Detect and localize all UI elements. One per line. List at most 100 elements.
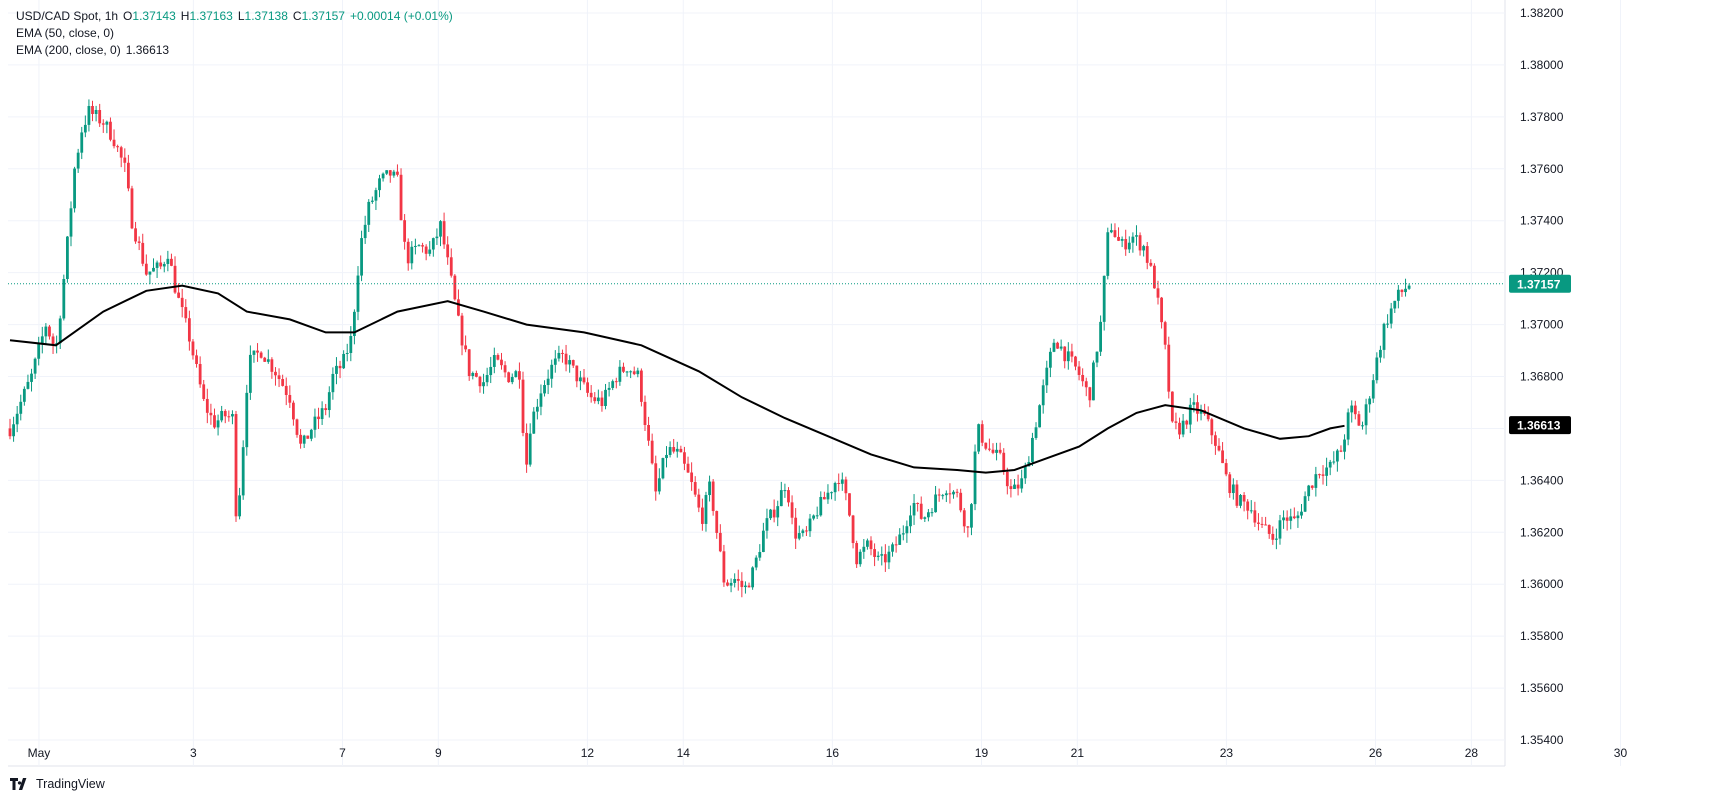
close-value: 1.37157 — [301, 9, 345, 23]
low-value: 1.37138 — [244, 9, 288, 23]
time-tick-label: 3 — [190, 746, 197, 760]
candle-body — [805, 530, 808, 532]
candle-body — [198, 363, 202, 385]
candle-body — [679, 448, 683, 453]
candle-body — [923, 517, 927, 519]
candle-body — [76, 152, 80, 169]
candle-body — [288, 394, 292, 403]
candle-body — [991, 449, 995, 453]
candle-body — [636, 370, 640, 375]
candle-body — [776, 506, 780, 518]
candle-body — [837, 482, 841, 484]
candle-body — [718, 532, 722, 552]
ema50-row[interactable]: EMA (50, close, 0) — [16, 25, 453, 42]
candle-body — [1099, 321, 1102, 352]
candle-body — [883, 554, 887, 563]
price-tick-label: 1.36000 — [1520, 577, 1564, 591]
candle-body — [159, 262, 163, 267]
candle-body — [378, 178, 381, 191]
candle-body — [822, 496, 826, 500]
candle-body — [962, 510, 966, 527]
candle-body — [353, 311, 356, 337]
candle-body — [1242, 495, 1246, 502]
candle-body — [980, 424, 984, 443]
candle-body — [977, 424, 981, 452]
candle-body — [1314, 474, 1318, 488]
candle-body — [1124, 239, 1128, 250]
candle-body — [1407, 285, 1411, 289]
candle-body — [474, 372, 478, 377]
candle-body — [632, 371, 636, 375]
candle-body — [944, 493, 948, 496]
candle-body — [819, 496, 823, 516]
candle-body — [747, 585, 751, 588]
candle-body — [442, 221, 446, 245]
candle-body — [62, 278, 66, 319]
candle-body — [1396, 289, 1400, 301]
candle-body — [370, 200, 374, 202]
candle-body — [1052, 342, 1056, 352]
candle-body — [1167, 344, 1171, 392]
candle-body — [618, 366, 622, 382]
candle-body — [808, 518, 812, 532]
candle-body — [187, 318, 191, 342]
candle-body — [794, 517, 798, 539]
candle-body — [959, 492, 963, 511]
candle-body — [830, 492, 833, 494]
candle-body — [399, 174, 403, 221]
candle-body — [1117, 236, 1120, 241]
candle-body — [44, 326, 48, 337]
candle-body — [518, 371, 521, 380]
price-axis[interactable]: 1.382001.380001.378001.376001.374001.372… — [1520, 6, 1564, 747]
candle-body — [901, 533, 905, 535]
candle-body — [640, 370, 643, 402]
candle-body — [345, 352, 349, 354]
candle-body — [1364, 404, 1368, 426]
candle-body — [1318, 474, 1321, 476]
candle-body — [1278, 520, 1282, 539]
candle-body — [1389, 308, 1393, 324]
candle-body — [880, 554, 884, 556]
candle-body — [998, 449, 1002, 453]
tradingview-logo[interactable]: TradingView — [10, 777, 105, 791]
candle-body — [715, 511, 719, 533]
time-tick-label: 21 — [1071, 746, 1085, 760]
candle-body — [309, 429, 313, 439]
candle-body — [177, 292, 181, 298]
candle-body — [629, 371, 633, 373]
candle-body — [535, 406, 539, 412]
candle-body — [661, 458, 665, 479]
candle-body — [449, 257, 453, 276]
candle-body — [665, 454, 668, 459]
candle-body — [385, 170, 389, 174]
price-tick-label: 1.37400 — [1520, 214, 1564, 228]
change-value: +0.00014 (+0.01%) — [349, 9, 453, 23]
candle-body — [553, 358, 557, 365]
candle-body — [313, 416, 317, 430]
candle-body — [105, 121, 109, 125]
candle-body — [1131, 236, 1135, 243]
candle-body — [1196, 402, 1199, 414]
candle-body — [342, 353, 346, 369]
candle-body — [1271, 533, 1275, 540]
ema200-row[interactable]: EMA (200, close, 0) 1.36613 — [16, 42, 453, 59]
candle-body — [1325, 467, 1329, 476]
price-tick-label: 1.36400 — [1520, 473, 1564, 487]
ema-200-series — [9, 284, 1345, 474]
candle-body — [324, 408, 328, 411]
time-axis[interactable]: May 3 7 9 12 14 16 19 21 23 26 28 30 — [28, 746, 1628, 760]
candle-body — [1178, 422, 1181, 435]
candle-body — [1002, 452, 1006, 472]
time-tick-label: 28 — [1465, 746, 1479, 760]
candle-body — [1005, 471, 1009, 487]
candle-body — [1404, 288, 1407, 293]
candle-body — [1282, 517, 1285, 521]
candle-body — [909, 515, 912, 527]
time-tick-label: 12 — [581, 746, 595, 760]
candle-body — [435, 236, 439, 239]
candle-body — [1109, 230, 1113, 233]
candle-body — [1307, 485, 1311, 497]
candle-body — [729, 582, 733, 586]
candle-body — [73, 168, 76, 209]
